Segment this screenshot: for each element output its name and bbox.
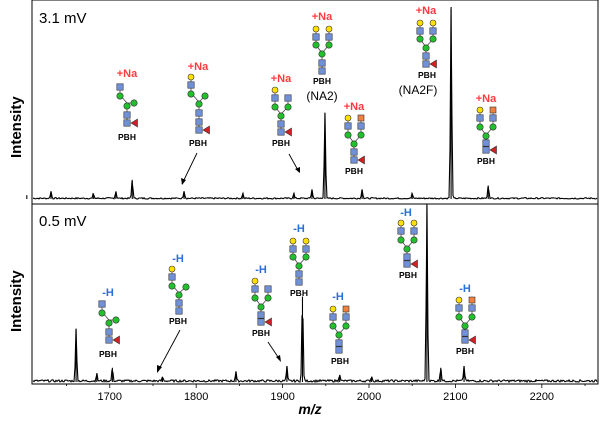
pbh-label: PBH (252, 328, 270, 338)
adduct-label: +Na (117, 68, 138, 80)
pbh-label: PBH (345, 166, 363, 176)
pbh-label: PBH (272, 138, 290, 148)
x-tick-label: 2200 (530, 391, 554, 403)
arrow-head (276, 355, 281, 362)
x-axis-ticks: 1700 1800 1900 2000 2100 2200 (66, 384, 586, 403)
pbh-label: PBH (418, 70, 436, 80)
glycan-name-label: (NA2) (306, 89, 337, 103)
adduct-label: +Na (312, 11, 333, 23)
pbh-label: PBH (477, 156, 495, 166)
adduct-label: -H (255, 264, 267, 276)
glycan-structure-icon: +Na PBH (476, 93, 497, 166)
adduct-label: -H (332, 291, 344, 303)
x-tick-label: 1700 (98, 391, 122, 403)
arrow-head (295, 167, 300, 173)
pbh-label: PBH (399, 270, 417, 280)
glycan-structure-icon: -H PBH (455, 283, 476, 356)
pbh-label: PBH (99, 349, 117, 359)
adduct-label: -H (400, 207, 412, 219)
adduct-label: +Na (476, 93, 497, 105)
x-tick-label: 2000 (357, 391, 381, 403)
arrow-icon (181, 152, 198, 185)
glycan-structure-icon: +Na PBH (NA2) (306, 11, 337, 103)
glycan-structure-icon: +Na PBH (NA2F) (399, 5, 438, 97)
glycan-structure-icon: -H PBH (329, 291, 350, 366)
glycan-structure-icon: +Na PBH (271, 73, 292, 148)
x-tick-label: 2100 (443, 391, 467, 403)
arrow-icon (157, 329, 181, 372)
arrow-head (157, 365, 162, 373)
glycan-structure-icon: +Na PBH (187, 61, 210, 148)
top-condition-label: 3.1 mV (39, 10, 87, 27)
glycan-structure-icon: -H PBH (168, 253, 190, 326)
adduct-label: +Na (271, 73, 292, 85)
bottom-panel-frame (31, 203, 599, 385)
bottom-spectrum-trace (32, 205, 598, 384)
adduct-label: -H (459, 283, 471, 295)
top-spectrum-trace (32, 9, 598, 200)
top-ylabel: Intensity (8, 96, 25, 158)
adduct-label: -H (102, 287, 114, 299)
bottom-ylabel: Intensity (8, 270, 25, 332)
glycan-structure-icon: -H PBH (98, 287, 120, 359)
glycan-structure-icon: +Na PBH (344, 101, 365, 176)
glycan-structure-icon: -H PBH (251, 264, 272, 338)
pbh-label: PBH (456, 346, 474, 356)
glycan-structure-icon: -H PBH (397, 207, 418, 280)
glycan-structure-icon: +Na PBH (116, 68, 138, 142)
glycan-structure-icon: -H PBH (289, 223, 310, 298)
glycan-name-label: (NA2F) (399, 83, 438, 97)
pbh-label: PBH (331, 356, 349, 366)
pbh-label: PBH (169, 316, 187, 326)
x-tick-label: 1900 (270, 391, 294, 403)
pbh-label: PBH (118, 132, 136, 142)
adduct-label: -H (293, 223, 305, 235)
pbh-label: PBH (189, 138, 207, 148)
adduct-label: -H (172, 253, 184, 265)
pbh-label: PBH (290, 288, 308, 298)
arrow-head (181, 178, 186, 185)
bottom-condition-label: 0.5 mV (39, 213, 87, 230)
adduct-label: +Na (188, 61, 209, 73)
adduct-label: +Na (344, 101, 365, 113)
x-axis-title: m/z (298, 401, 321, 417)
x-tick-label: 1800 (184, 391, 208, 403)
adduct-label: +Na (416, 5, 437, 17)
pbh-label: PBH (313, 76, 331, 86)
